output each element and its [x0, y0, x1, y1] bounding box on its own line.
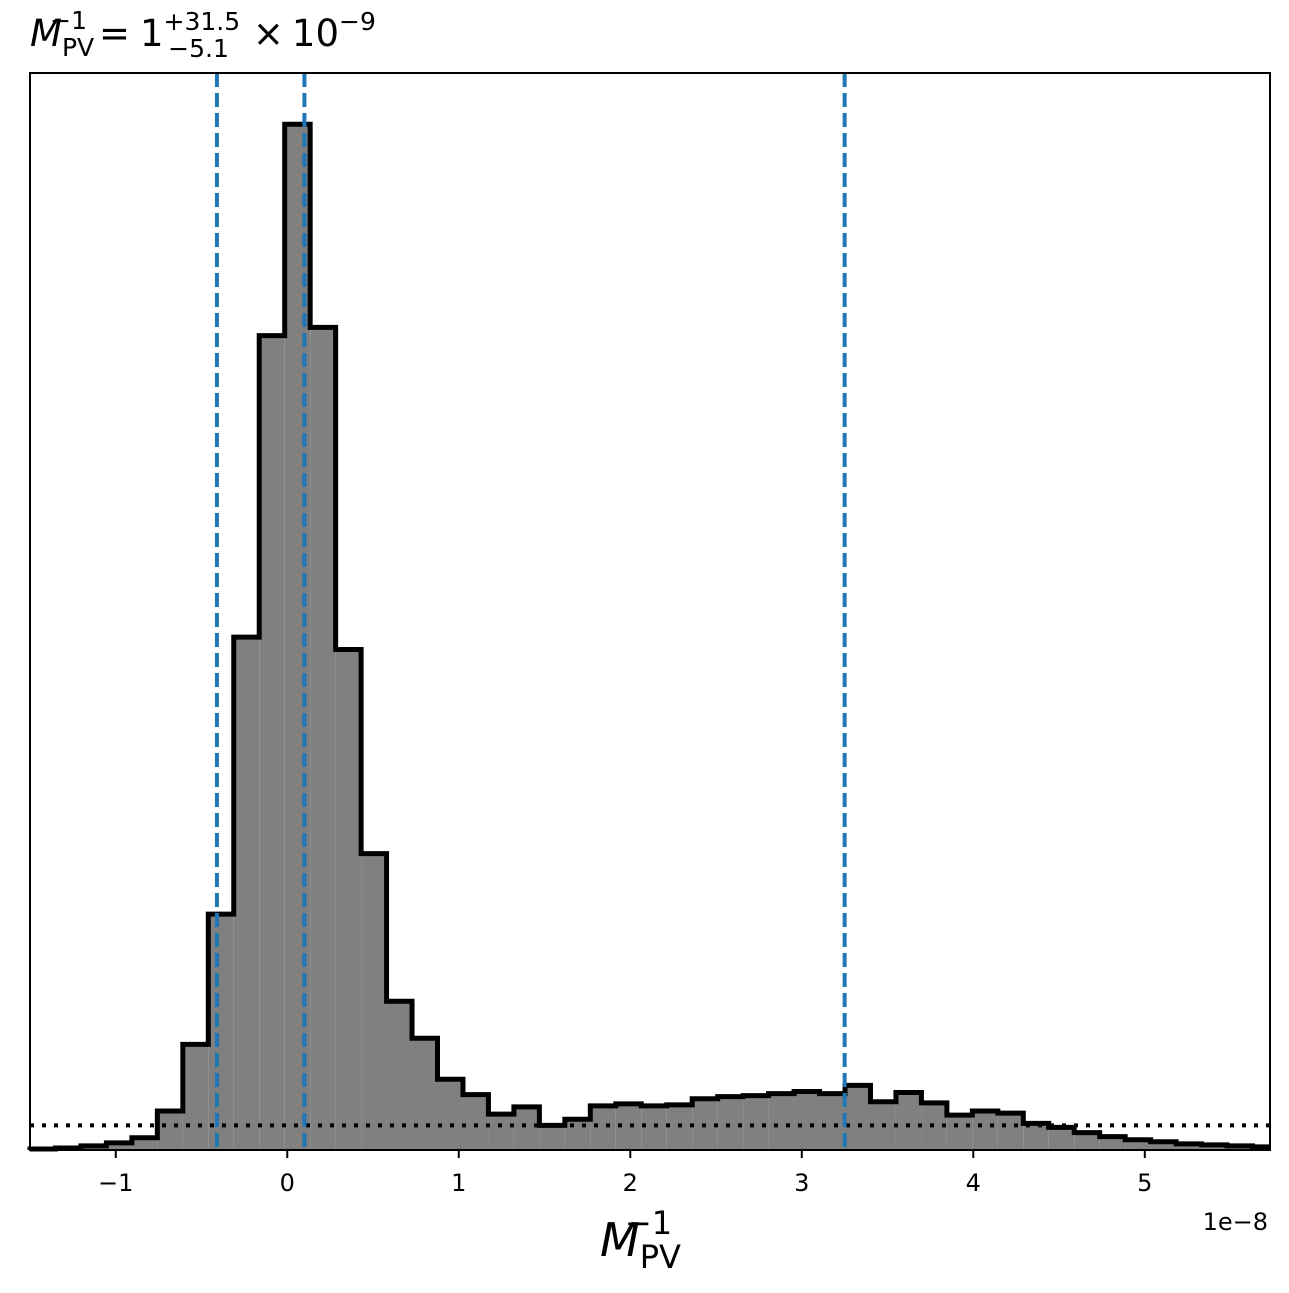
histogram-bar: [1201, 1144, 1228, 1150]
title-symbol-subscript: PV: [62, 33, 94, 62]
histogram-bar: [845, 1085, 871, 1150]
title-symbol-superscript: −1: [50, 6, 87, 35]
histogram-bar: [539, 1125, 565, 1150]
x-tick-label: 4: [966, 1169, 981, 1197]
x-tick-label: 3: [794, 1169, 809, 1197]
plot-area: [27, 73, 1270, 1152]
histogram-bar: [1048, 1127, 1075, 1150]
histogram-bar: [1176, 1143, 1202, 1150]
xlabel-subscript: PV: [640, 1238, 681, 1276]
histogram-outline: [27, 121, 1270, 1152]
x-tick-label: 2: [623, 1169, 638, 1197]
histogram-bar: [157, 1111, 183, 1150]
histogram-bar: [208, 914, 234, 1150]
histogram-bar: [182, 1044, 209, 1150]
x-tick-label: 0: [280, 1169, 295, 1197]
histogram-bar: [794, 1091, 820, 1150]
histogram-bar: [590, 1105, 616, 1150]
title-power-base: 10: [292, 12, 339, 55]
histogram-bar: [513, 1106, 540, 1150]
title-power-exponent: −9: [339, 7, 376, 36]
x-axis-label: MPV−1: [600, 1204, 681, 1276]
x-tick-label: 1: [451, 1169, 466, 1197]
histogram-bar: [361, 853, 387, 1150]
histogram-bar: [259, 335, 285, 1150]
axes-frame: [29, 72, 1271, 1151]
histogram-bar: [233, 637, 260, 1150]
xlabel-symbol: M: [600, 1213, 640, 1267]
x-tick-label: 5: [1137, 1169, 1152, 1197]
xlabel-superscript: −1: [625, 1204, 672, 1242]
histogram-bar: [946, 1115, 973, 1150]
title-symbol: M: [30, 12, 62, 55]
histogram-bar: [106, 1142, 132, 1150]
histogram-bars: [30, 124, 1270, 1150]
histogram-bar: [895, 1092, 922, 1150]
histogram-bar: [1150, 1141, 1177, 1150]
histogram-bar: [310, 327, 336, 1150]
x-axis-ticks: −1 0 1 2 3 4 5: [98, 1150, 1152, 1197]
histogram-bar: [972, 1111, 998, 1150]
title-lower-error: −5.1: [168, 34, 229, 63]
histogram-bar: [819, 1093, 846, 1150]
histogram-bar: [717, 1096, 744, 1150]
histogram-bar: [462, 1094, 489, 1150]
x-axis-offset-text: 1e−8: [1203, 1208, 1268, 1236]
title-median: 1: [140, 12, 164, 55]
histogram-bar: [131, 1137, 158, 1150]
histogram-bar: [768, 1093, 795, 1150]
histogram-bar: [437, 1079, 463, 1150]
histogram-bar: [564, 1119, 591, 1150]
histogram-bar: [1125, 1139, 1151, 1150]
histogram-bar: [386, 1001, 413, 1150]
title-times: ×: [253, 12, 284, 55]
title-equals: =: [99, 12, 130, 55]
histogram-bar: [1099, 1136, 1126, 1150]
histogram-bar: [412, 1038, 438, 1150]
x-tick-label: −1: [98, 1169, 133, 1197]
histogram-bar: [488, 1114, 514, 1150]
title-upper-error: +31.5: [164, 7, 241, 36]
histogram-bar: [641, 1105, 667, 1150]
histogram-bar: [997, 1113, 1024, 1150]
histogram-bar: [666, 1104, 693, 1150]
histogram-bar: [743, 1095, 769, 1150]
histogram-bar: [335, 649, 362, 1150]
histogram-bar: [1023, 1123, 1049, 1150]
chart-title: MPV−1 = 1+31.5 −5.1 × 10−9: [30, 6, 376, 63]
histogram-bar: [1074, 1132, 1100, 1150]
